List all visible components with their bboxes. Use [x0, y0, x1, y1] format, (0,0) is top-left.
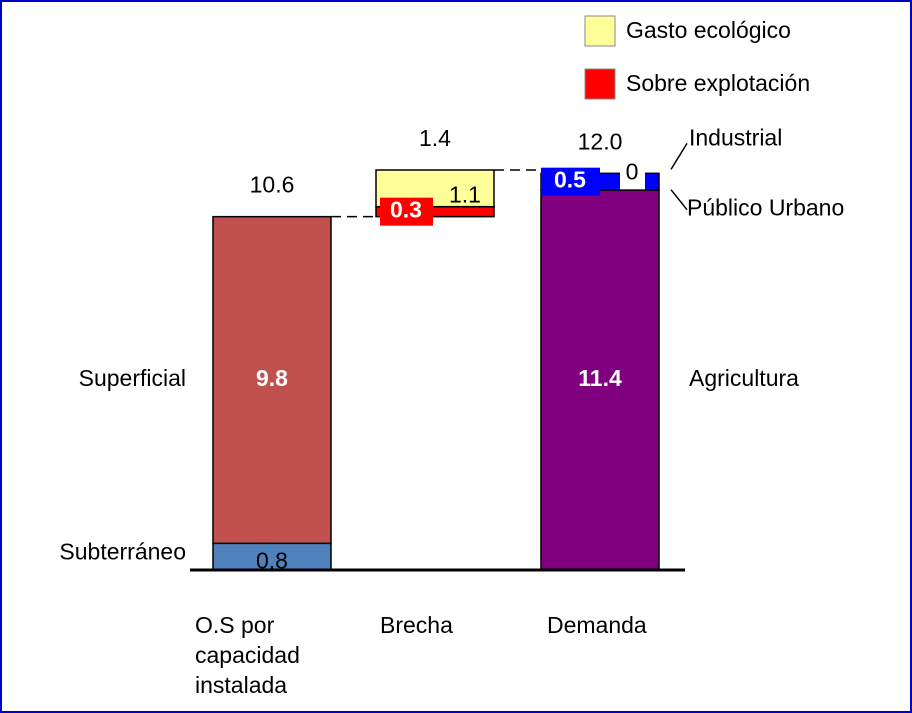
value-label: 0: [626, 158, 639, 184]
series-label: Superficial: [79, 365, 186, 391]
label-box: [380, 197, 433, 226]
leader: [670, 142, 688, 170]
value-label: 11.4: [578, 365, 622, 391]
series-label: Industrial: [689, 124, 782, 150]
legend-swatch: [584, 68, 616, 100]
series-label: Público Urbano: [687, 195, 844, 221]
legend-label: Sobre explotación: [626, 70, 810, 96]
legend-swatch: [584, 15, 616, 47]
x-tick-label: Demanda: [547, 612, 647, 638]
total-label: 12.0: [578, 128, 623, 154]
leader: [670, 189, 688, 211]
legend-label: Gasto ecológico: [626, 17, 791, 43]
bar-segment: [212, 215, 332, 545]
label-box: [620, 159, 645, 190]
x-tick-label: Brecha: [380, 612, 453, 638]
value-label: 9.8: [256, 365, 288, 391]
value-label: 1.1: [449, 181, 481, 207]
label-box: [541, 167, 600, 196]
value-label: 0.8: [256, 548, 288, 574]
series-label: Agricultura: [689, 365, 799, 391]
value-label: 0.3: [390, 197, 422, 223]
x-tick-label: O.S por capacidad instalada: [195, 612, 300, 698]
bar-segment: [540, 189, 660, 571]
total-label: 1.4: [419, 125, 451, 151]
total-label: 10.6: [250, 172, 295, 198]
value-label: 0.5: [554, 167, 586, 193]
bar-segment: [212, 542, 332, 571]
series-label: Subterráneo: [59, 539, 186, 565]
